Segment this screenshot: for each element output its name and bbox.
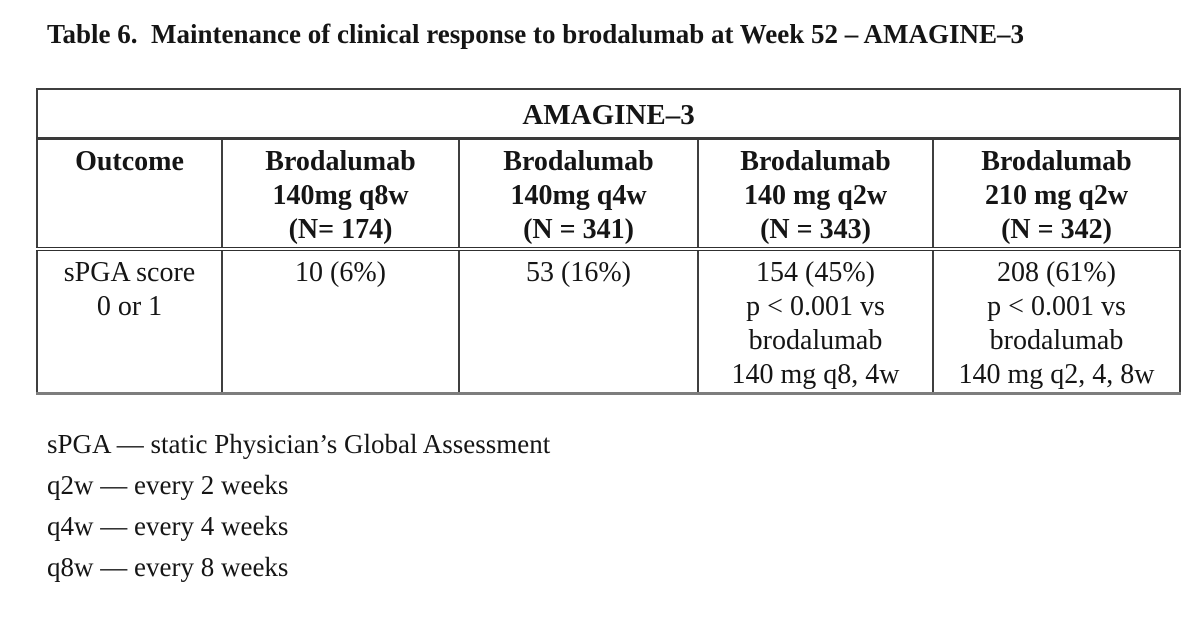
cell-line: 10 (6%) bbox=[295, 256, 386, 288]
footnote-spga: sPGA — static Physician’s Global Assessm… bbox=[47, 429, 551, 459]
cell-line: p < 0.001 vs bbox=[746, 290, 885, 322]
cell-spga-140mg-q2w: 154 (45%) p < 0.001 vs brodalumab 140 mg… bbox=[697, 247, 934, 395]
table-row-spga: sPGA score 0 or 1 10 (6%) 53 (16%) 154 (… bbox=[36, 247, 1182, 395]
table-caption: Table 6. Maintenance of clinical respons… bbox=[47, 19, 1025, 49]
header-line: Brodalumab bbox=[740, 145, 891, 177]
header-line: 210 mg q2w bbox=[984, 179, 1129, 211]
header-line: Outcome bbox=[75, 145, 184, 177]
cell-line: 53 (16%) bbox=[526, 256, 631, 288]
cell-line: p < 0.001 vs bbox=[987, 290, 1126, 322]
cell-line: brodalumab bbox=[748, 324, 883, 356]
cell-line: 140 mg q8, 4w bbox=[731, 358, 900, 390]
col-header-brodalumab-140mg-q8w: Brodalumab 140mg q8w (N= 174) bbox=[221, 137, 460, 251]
footnote-q8w: q8w — every 8 weeks bbox=[47, 552, 289, 582]
cell-spga-140mg-q4w: 53 (16%) bbox=[458, 247, 699, 395]
study-name-row: AMAGINE–3 bbox=[35, 88, 1182, 140]
row-label-spga-score: sPGA score 0 or 1 bbox=[36, 247, 223, 395]
cell-line: 140 mg q2, 4, 8w bbox=[958, 358, 1155, 390]
footnote-q2w: q2w — every 2 weeks bbox=[47, 470, 289, 500]
cell-line: 208 (61%) bbox=[997, 256, 1116, 288]
col-header-brodalumab-140mg-q2w: Brodalumab 140 mg q2w (N = 343) bbox=[697, 137, 934, 251]
header-line: 140 mg q2w bbox=[743, 179, 888, 211]
cell-line: 154 (45%) bbox=[756, 256, 875, 288]
header-line: 140mg q4w bbox=[510, 179, 647, 211]
col-header-brodalumab-140mg-q4w: Brodalumab 140mg q4w (N = 341) bbox=[458, 137, 699, 251]
cell-spga-140mg-q8w: 10 (6%) bbox=[221, 247, 460, 395]
header-line: Brodalumab bbox=[981, 145, 1132, 177]
header-line: (N = 341) bbox=[523, 213, 634, 245]
header-line: Brodalumab bbox=[265, 145, 416, 177]
header-line: (N= 174) bbox=[288, 213, 393, 245]
header-line: 140mg q8w bbox=[272, 179, 409, 211]
col-header-outcome: Outcome bbox=[36, 137, 223, 251]
row-label-line: 0 or 1 bbox=[96, 290, 163, 322]
row-label-line: sPGA score bbox=[63, 256, 196, 288]
header-line: Brodalumab bbox=[503, 145, 654, 177]
column-header-row: Outcome Brodalumab 140mg q8w (N= 174) Br… bbox=[36, 137, 1182, 251]
footnote-q4w: q4w — every 4 weeks bbox=[47, 511, 289, 541]
col-header-brodalumab-210mg-q2w: Brodalumab 210 mg q2w (N = 342) bbox=[931, 137, 1182, 251]
header-line: (N = 343) bbox=[760, 213, 871, 245]
footnotes-block: sPGA — static Physician’s Global Assessm… bbox=[47, 424, 550, 588]
study-name-cell: AMAGINE–3 bbox=[35, 88, 1182, 140]
header-line: (N = 342) bbox=[1001, 213, 1112, 245]
cell-line: brodalumab bbox=[989, 324, 1124, 356]
amagine3-results-table: AMAGINE–3 Outcome Brodalumab 140mg q8w (… bbox=[35, 88, 1182, 395]
cell-spga-210mg-q2w: 208 (61%) p < 0.001 vs brodalumab 140 mg… bbox=[931, 247, 1182, 395]
